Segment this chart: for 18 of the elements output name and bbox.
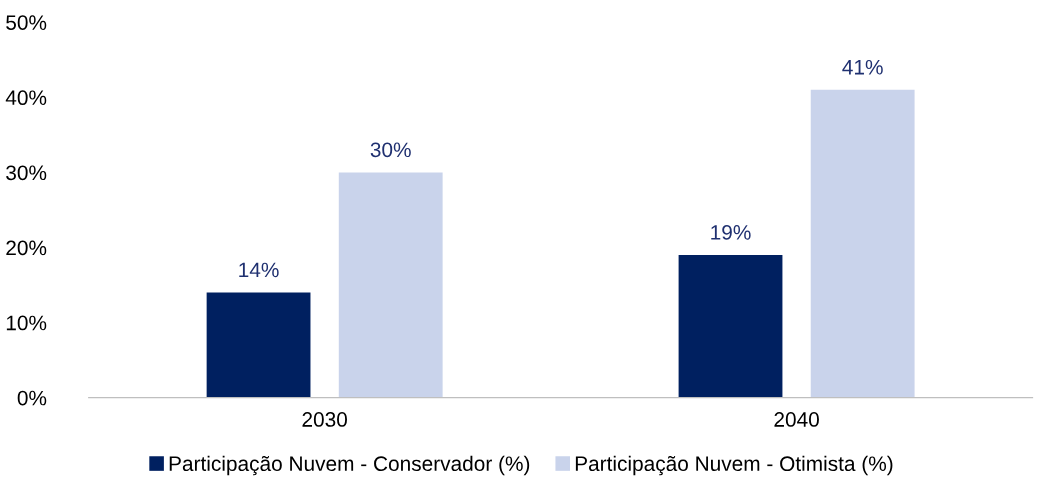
legend-label: Participação Nuvem - Otimista (%) [575, 455, 893, 476]
data-label: 30% [370, 142, 411, 158]
y-tick-label: 50% [6, 15, 47, 30]
y-tick-label: 40% [5, 90, 47, 106]
data-label: 41% [842, 59, 883, 75]
data-label: 14% [239, 262, 279, 278]
data-label: 19% [711, 225, 751, 240]
bar [338, 172, 443, 398]
bar [206, 292, 311, 398]
bar [678, 255, 783, 398]
y-tick-label: 10% [6, 315, 47, 331]
y-tick-label: 20% [6, 240, 47, 256]
x-tick-label: 2030 [302, 412, 347, 427]
bar [810, 89, 915, 398]
legend-label: Participação Nuvem - Conservador (%) [169, 455, 530, 476]
x-tick-label: 2040 [774, 412, 819, 427]
y-tick-label: 0% [17, 390, 47, 406]
y-tick-label: 30% [6, 165, 47, 181]
